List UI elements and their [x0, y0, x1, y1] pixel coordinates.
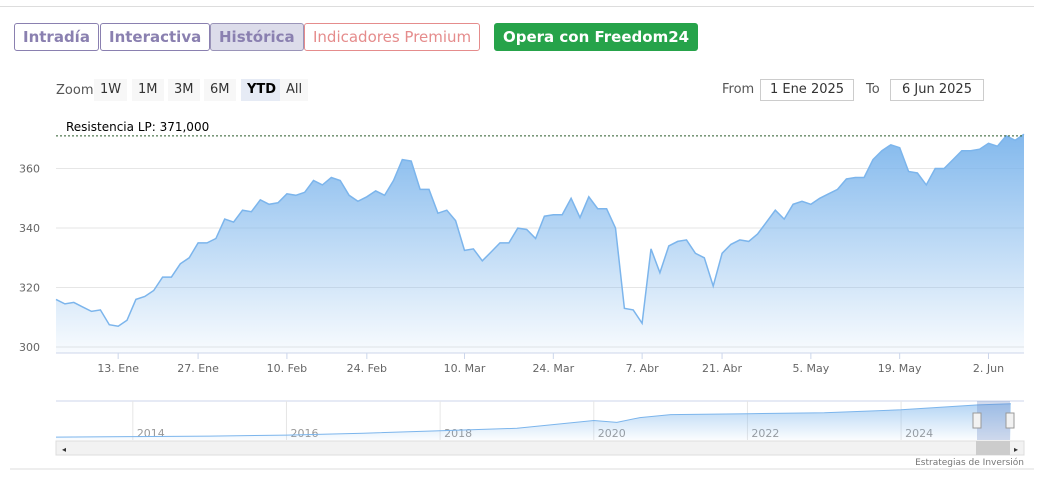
- navigator-handle[interactable]: [972, 412, 982, 429]
- x-tick-label: 24. Mar: [532, 362, 574, 375]
- x-tick-label: 27. Ene: [177, 362, 219, 375]
- y-tick-label: 320: [19, 282, 40, 295]
- to-input[interactable]: 6 Jun 2025: [890, 79, 984, 101]
- x-tick-label: 10. Feb: [267, 362, 307, 375]
- zoom-button[interactable]: YTD: [241, 79, 283, 101]
- zoom-label: Zoom: [56, 83, 94, 98]
- credits: Estrategias de Inversión: [915, 457, 1024, 468]
- scrollbar-thumb[interactable]: [976, 441, 1010, 455]
- x-tick-label: 24. Feb: [347, 362, 387, 375]
- x-tick-label: 2. Jun: [973, 362, 1004, 375]
- navigator-area: [56, 403, 1011, 440]
- scrollbar[interactable]: [55, 440, 1025, 456]
- from-input[interactable]: 1 Ene 2025: [760, 79, 854, 101]
- from-label: From: [722, 82, 755, 97]
- x-tick-label: 5. May: [792, 362, 829, 375]
- zoom-button[interactable]: 6M: [204, 79, 236, 101]
- zoom-button[interactable]: 1M: [132, 79, 164, 101]
- tab[interactable]: Opera con Freedom24: [494, 23, 699, 51]
- navigator-line: [55, 403, 1011, 438]
- scroll-right[interactable]: ▸: [1014, 445, 1018, 454]
- x-tick-label: 7. Abr: [626, 362, 659, 375]
- zoom-button[interactable]: 1W: [94, 79, 128, 101]
- navigator-selection: [977, 401, 1010, 440]
- area-line: [55, 133, 1025, 327]
- tab[interactable]: Intradía: [14, 23, 99, 51]
- to-label: To: [866, 82, 880, 97]
- scroll-left[interactable]: ◂: [62, 445, 66, 454]
- resistance-label: Resistencia LP: 371,000: [66, 120, 209, 134]
- area-fill: [56, 134, 1024, 353]
- y-tick-label: 300: [19, 341, 40, 354]
- x-tick-label: 13. Ene: [97, 362, 139, 375]
- navigator-handle[interactable]: [1005, 412, 1015, 429]
- tab[interactable]: Interactiva: [100, 23, 211, 51]
- x-tick-label: 19. May: [878, 362, 922, 375]
- x-tick-label: 10. Mar: [444, 362, 486, 375]
- zoom-button[interactable]: 3M: [168, 79, 200, 101]
- tab[interactable]: Histórica: [210, 23, 304, 51]
- tab[interactable]: Indicadores Premium: [304, 23, 481, 51]
- y-tick-label: 360: [19, 163, 40, 176]
- x-tick-label: 21. Abr: [702, 362, 742, 375]
- top-rule: [0, 6, 1034, 7]
- zoom-button[interactable]: All: [280, 79, 309, 101]
- y-tick-label: 340: [19, 222, 40, 235]
